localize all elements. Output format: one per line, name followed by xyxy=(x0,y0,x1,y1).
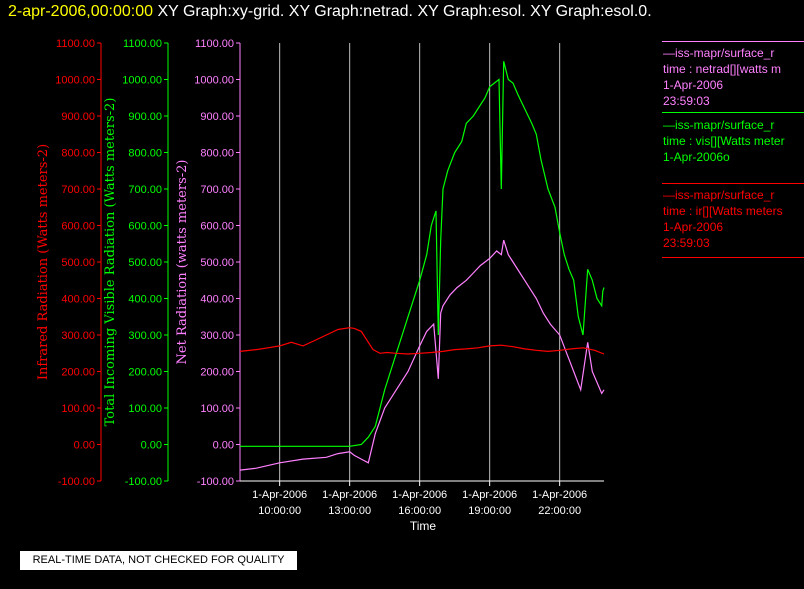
y-tick-label-vis: -100.00 xyxy=(125,476,162,488)
legend-netrad-var: time : netrad[][watts m xyxy=(663,62,782,76)
y-axis-label-vis: Total Incoming Visible Radiation (Watts … xyxy=(103,98,118,427)
legend-vis-var: time : vis[][Watts meter xyxy=(663,134,785,148)
x-tick-label-time: 16:00:00 xyxy=(398,505,441,517)
x-tick-label-time: 22:00:00 xyxy=(538,505,581,517)
y-tick-label-vis: 300.00 xyxy=(128,330,162,342)
legend-netrad-date: 1-Apr-2006 xyxy=(663,78,724,92)
y-tick-label-ir: 100.00 xyxy=(61,403,95,415)
graph-title: 2-apr-2006,00:00:00 XY Graph:xy-grid. XY… xyxy=(8,3,652,21)
legend-netrad-source: —iss-mapr/surface_r xyxy=(663,46,775,60)
title-graphs: XY Graph:xy-grid. XY Graph:netrad. XY Gr… xyxy=(157,3,652,20)
y-tick-label-vis: 400.00 xyxy=(128,294,162,306)
y-tick-label-ir: 500.00 xyxy=(61,257,95,269)
y-tick-label-ir: 900.00 xyxy=(61,111,95,123)
legend-ir-source: —iss-mapr/surface_r xyxy=(663,188,775,202)
y-tick-label-net: 700.00 xyxy=(200,184,234,196)
y-tick-label-ir: 200.00 xyxy=(61,367,95,379)
x-tick-label-date: 1-Apr-2006 xyxy=(532,489,587,501)
quality-note: REAL-TIME DATA, NOT CHECKED FOR QUALITY xyxy=(20,551,297,570)
y-tick-label-ir: 300.00 xyxy=(61,330,95,342)
y-tick-label-ir: 600.00 xyxy=(61,221,95,233)
y-tick-label-net: 1100.00 xyxy=(195,38,234,50)
x-tick-label-date: 1-Apr-2006 xyxy=(392,489,447,501)
y-tick-label-ir: 0.00 xyxy=(74,440,95,452)
y-tick-label-ir: 700.00 xyxy=(61,184,95,196)
y-tick-label-ir: 400.00 xyxy=(61,294,95,306)
y-tick-label-net: 400.00 xyxy=(200,294,234,306)
legend-divider xyxy=(662,257,804,258)
series-line-vis xyxy=(240,61,605,447)
y-tick-label-vis: 600.00 xyxy=(128,221,162,233)
axes-layer: 1100.00 1000.00 900.00 800.00 700.00 600.00 50… xyxy=(36,38,241,488)
x-axis: 1-Apr-2006 10:00:00 1-Apr-2006 13:00:00 1-Ap… xyxy=(240,480,604,533)
y-tick-label-net: -100.00 xyxy=(197,476,234,488)
legend-vis-date: 1-Apr-2006o xyxy=(663,150,730,164)
y-tick-label-ir: 800.00 xyxy=(61,148,95,160)
y-tick-label-net: 1000.00 xyxy=(194,75,234,87)
y-tick-label-vis: 1000.00 xyxy=(122,75,162,87)
y-tick-label-vis: 900.00 xyxy=(128,111,162,123)
x-tick-label-date: 1-Apr-2006 xyxy=(252,489,307,501)
y-tick-label-vis: 500.00 xyxy=(128,257,162,269)
legend-divider xyxy=(662,41,804,42)
x-tick-label-time: 13:00:00 xyxy=(328,505,371,517)
y-tick-label-ir: 1100.00 xyxy=(56,38,95,50)
legend-ir-date: 1-Apr-2006 xyxy=(663,220,724,234)
y-tick-label-net: 500.00 xyxy=(200,257,234,269)
legend-netrad: —iss-mapr/surface_r time : netrad[][watt… xyxy=(663,45,781,109)
y-tick-label-net: 300.00 xyxy=(200,330,234,342)
y-tick-label-net: 800.00 xyxy=(200,148,234,160)
x-tick-label-time: 10:00:00 xyxy=(258,505,301,517)
title-date: 2-apr-2006,00:00:00 xyxy=(8,3,153,20)
grid-layer xyxy=(279,43,561,481)
y-axis-label-ir: Infrared Radiation (Watts meters-2) xyxy=(36,144,51,380)
y-axis-label-net: Net Radiation (watts meters-2) xyxy=(175,160,190,365)
series-layer xyxy=(239,61,605,471)
legend-vis: —iss-mapr/surface_r time : vis[][Watts m… xyxy=(663,117,785,165)
legend-ir-time: 23:59:03 xyxy=(663,236,710,250)
y-tick-label-ir: 1000.00 xyxy=(55,75,95,87)
x-tick-label-time: 19:00:00 xyxy=(468,505,511,517)
y-tick-label-net: 100.00 xyxy=(200,403,234,415)
series-line-ir xyxy=(239,327,605,355)
y-tick-label-net: 0.00 xyxy=(213,440,234,452)
y-tick-label-net: 900.00 xyxy=(200,111,234,123)
series-line-net xyxy=(239,239,605,471)
legend-netrad-time: 23:59:03 xyxy=(663,94,710,108)
legend-ir: —iss-mapr/surface_r time : ir[][Watts me… xyxy=(663,187,783,251)
legend-divider xyxy=(662,183,804,184)
y-tick-label-vis: 200.00 xyxy=(128,367,162,379)
x-tick-label-date: 1-Apr-2006 xyxy=(322,489,377,501)
legend-divider xyxy=(662,112,804,113)
y-tick-label-net: 200.00 xyxy=(200,367,234,379)
y-tick-label-vis: 700.00 xyxy=(128,184,162,196)
x-axis-label: Time xyxy=(410,519,437,533)
y-tick-label-vis: 1100.00 xyxy=(123,38,162,50)
y-tick-label-vis: 100.00 xyxy=(128,403,162,415)
legend-vis-source: —iss-mapr/surface_r xyxy=(663,118,775,132)
legend-ir-var: time : ir[][Watts meters xyxy=(663,204,783,218)
y-tick-label-vis: 0.00 xyxy=(141,440,162,452)
y-tick-label-net: 600.00 xyxy=(200,221,234,233)
y-tick-label-vis: 800.00 xyxy=(128,148,162,160)
y-tick-label-ir: -100.00 xyxy=(58,476,95,488)
x-tick-label-date: 1-Apr-2006 xyxy=(462,489,517,501)
